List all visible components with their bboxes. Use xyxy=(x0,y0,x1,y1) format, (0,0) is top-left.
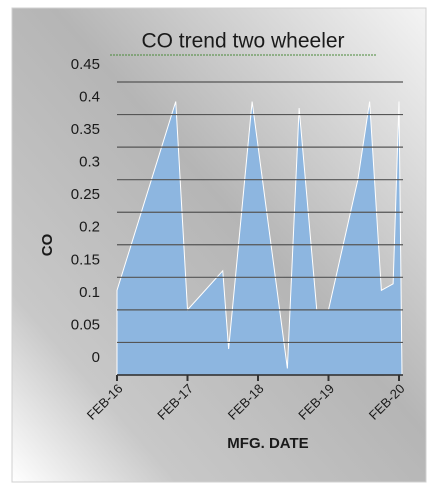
y-tick-label: 0.25 xyxy=(71,186,100,203)
y-axis-label: CO xyxy=(39,233,56,256)
y-tick-label: 0.35 xyxy=(71,121,100,138)
chart-title: CO trend two wheeler xyxy=(141,30,344,53)
y-tick-label: 0.45 xyxy=(71,56,100,73)
y-tick-label: 0.05 xyxy=(71,316,100,333)
x-axis-label: MFG. DATE xyxy=(227,435,308,452)
y-tick-label: 0.3 xyxy=(79,154,100,171)
area xyxy=(116,101,403,376)
y-tick-label: 0.15 xyxy=(71,251,100,268)
y-tick-label: 0.4 xyxy=(79,89,100,106)
y-tick-label: 0.2 xyxy=(79,219,100,236)
y-tick-label: 0.1 xyxy=(79,284,100,301)
y-tick-label: 0 xyxy=(92,349,100,366)
